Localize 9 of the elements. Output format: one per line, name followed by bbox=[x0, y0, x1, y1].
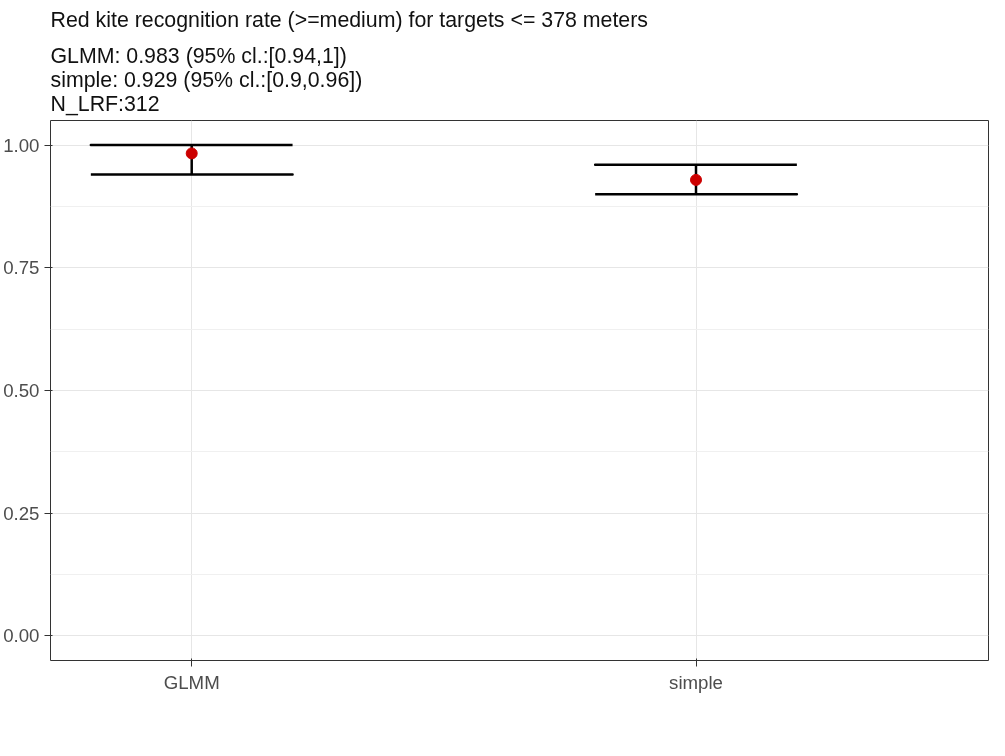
y-tick-label: 1.00 bbox=[3, 134, 40, 156]
y-tick-label: 0.75 bbox=[3, 257, 40, 279]
x-tick-label: GLMM bbox=[163, 671, 220, 693]
y-tick-label: 0.00 bbox=[3, 625, 40, 647]
chart-title: Red kite recognition rate (>=medium) for targets <= 378 meters bbox=[50, 7, 648, 32]
x-tick-label: simple bbox=[669, 671, 723, 693]
chart-subtitle: GLMM: 0.983 (95% cl.:[0.94,1]) simple: 0.929 (95% cl.:[0.9,0.96]) N_LRF:312 bbox=[50, 43, 363, 116]
y-tick-label: 0.50 bbox=[3, 380, 40, 401]
y-tick-label: 0.25 bbox=[3, 502, 40, 524]
